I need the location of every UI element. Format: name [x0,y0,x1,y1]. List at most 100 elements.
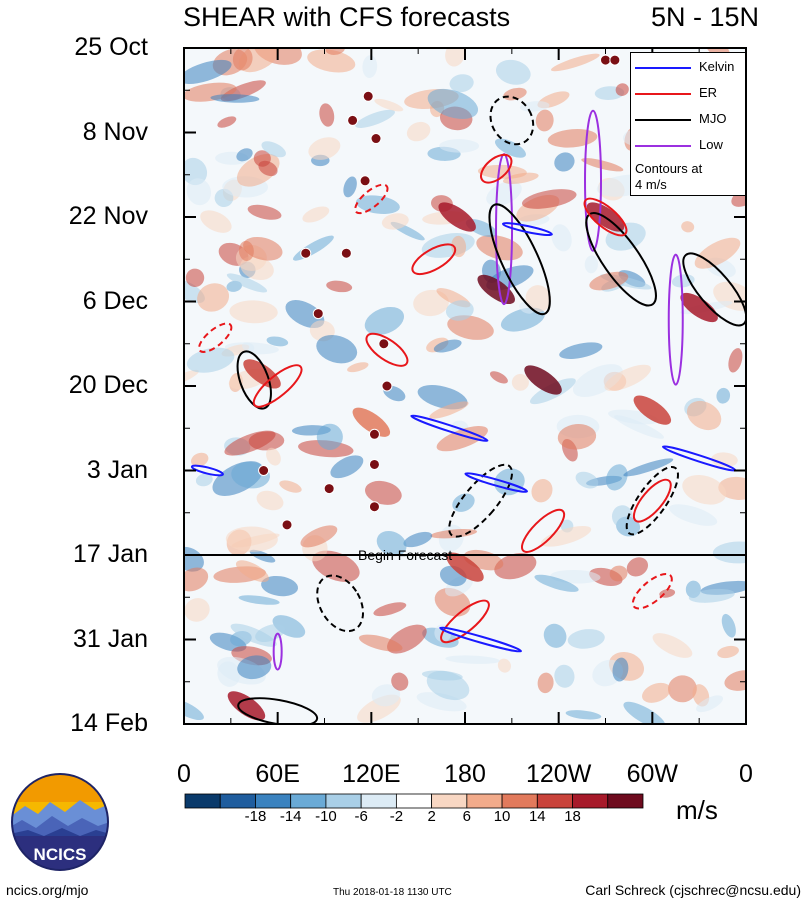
shear-patch [300,525,338,548]
shear-patch [439,139,480,153]
cyclone-marker [300,247,312,259]
colorbar-tick-label: -10 [315,808,337,825]
shear-patch [325,48,345,55]
cyclone-marker [312,308,324,320]
shear-patch [427,88,479,119]
shear-patch [623,701,666,724]
colorbar [184,793,644,809]
shear-patch [229,300,278,324]
shear-patch [186,178,212,206]
shear-patch [210,94,260,103]
colorbar-tick-label: -2 [389,808,404,825]
shear-patch [567,629,605,649]
shear-patch [612,657,629,682]
units-label: m/s [676,795,718,825]
shear-patch [307,49,356,73]
er-contour [480,153,513,184]
colorbar-swatch [536,793,573,809]
shear-patch [575,471,599,489]
er-contour [411,243,457,276]
shear-patch [717,645,739,659]
shear-patch [308,137,341,160]
shear-patch [669,504,718,526]
shear-patch [537,672,554,694]
cyclone-marker [258,465,270,476]
shear-patch [429,401,469,419]
shear-patch [711,452,738,468]
shear-patch [184,598,210,622]
shear-patch [494,468,525,496]
x-tick-label: 60W [626,760,679,788]
shear-patch [712,541,746,564]
shear-patch [225,526,278,552]
shear-patch [626,557,649,577]
colorbar-swatch [572,793,609,809]
legend: Kelvin ER MJO Low Contours at 4 m/s [630,52,746,196]
shear-patch [236,148,253,162]
legend-label: MJO [699,111,727,126]
shear-patch [285,300,325,329]
shear-patch [355,109,395,128]
shear-patch [279,480,302,493]
shear-patch [721,613,736,638]
cyclone-marker [600,54,611,66]
y-tick-label: 6 Dec [82,286,148,315]
shear-patch [316,334,358,364]
colorbar-swatch [431,793,468,809]
y-tick-label: 8 Nov [82,117,148,146]
shear-patch [184,279,205,304]
shear-patch [184,546,204,572]
mjo-contour [236,350,272,410]
shear-patch [605,464,628,491]
er-contour [583,197,628,237]
shear-patch [559,342,603,359]
shear-patch [433,339,462,353]
shear-patch [557,424,597,450]
shear-patch [253,150,271,167]
shear-patch [494,552,537,580]
shear-patch [430,529,478,539]
shear-patch [226,273,268,293]
shear-patch [572,364,623,398]
shear-patch [413,289,449,317]
shear-maximum [352,407,391,437]
colorbar-swatch [184,793,221,809]
shear-patch [358,634,403,652]
x-tick-label: 60E [255,760,300,788]
shear-maximum [243,359,281,389]
shear-patch [615,83,629,96]
shear-patch [495,59,531,85]
er-contour [631,572,673,610]
mjo-contour [625,465,679,536]
x-tick-label: 120W [526,760,592,788]
shear-patch [682,474,727,505]
shear-maximum [477,274,515,305]
shear-patch [434,587,471,617]
shear-patch [186,347,235,373]
colorbar-swatch [501,793,538,809]
footer-url[interactable]: ncics.org/mjo [6,882,89,898]
shear-patch [554,152,575,172]
begin-forecast-label: Begin Forecast [358,547,452,563]
shear-patch [376,530,407,557]
chart-title: SHEAR with CFS forecasts [183,2,511,32]
x-tick-label: 0 [739,760,753,788]
legend-label: Kelvin [699,59,735,74]
shear-patch [232,48,253,71]
cyclone-marker [368,458,380,470]
cyclone-marker [378,338,390,350]
colorbar-swatch [395,793,433,809]
shear-patch [521,189,577,209]
shear-patch [238,240,254,261]
contour-note-line2: 4 m/s [635,177,667,192]
shear-patch [200,210,232,233]
er-contour [440,599,490,644]
latitude-band: 5N - 15N [650,2,759,32]
shear-patch [235,560,269,583]
shear-maximum [446,552,484,582]
shear-patch [374,98,404,112]
mjo-line-swatch [635,119,691,121]
legend-label: Low [699,137,723,152]
low-contour [584,109,603,252]
er-contour [354,183,389,215]
